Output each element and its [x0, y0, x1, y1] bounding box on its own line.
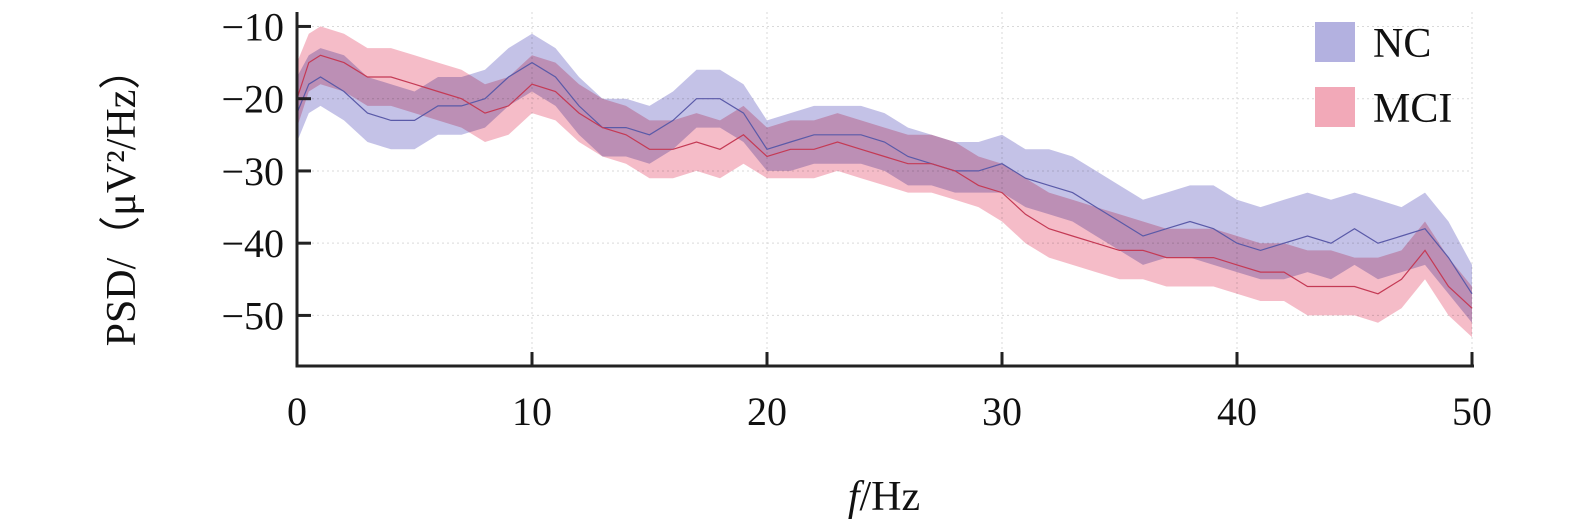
tick-layer: 0 10 20 30 40 50 −10 −20 −30 −40 −50 — [221, 4, 1492, 434]
x-axis-title: f/Hz — [848, 474, 920, 520]
x-tick-label-1: 10 — [512, 389, 552, 434]
x-axis-title-unit: /Hz — [860, 474, 921, 520]
y-tick-label-3: −40 — [221, 221, 284, 266]
legend-swatch-nc — [1315, 22, 1355, 62]
x-tick-label-0: 0 — [287, 389, 307, 434]
legend-swatch-mci — [1315, 87, 1355, 127]
legend-label-mci: MCI — [1373, 86, 1452, 132]
y-tick-label-4: −50 — [221, 293, 284, 338]
x-tick-label-2: 20 — [747, 389, 787, 434]
band-mci — [297, 26, 1472, 338]
x-tick-label-5: 50 — [1452, 389, 1492, 434]
mean-line-mci — [296, 54, 1473, 309]
legend-label-nc: NC — [1373, 21, 1431, 67]
x-tick-label-4: 40 — [1217, 389, 1257, 434]
series-layer — [296, 26, 1473, 338]
y-tick-label-1: −20 — [221, 77, 284, 122]
mean-line-nc — [296, 61, 1473, 295]
grid-layer — [297, 12, 1473, 366]
y-axis-title: PSD/（μV²/Hz） — [99, 48, 145, 347]
legend: NC MCI — [1315, 21, 1452, 132]
y-tick-label-2: −30 — [221, 149, 284, 194]
axis-layer — [295, 12, 1474, 368]
x-tick-label-3: 30 — [982, 389, 1022, 434]
y-tick-label-0: −10 — [221, 4, 284, 49]
